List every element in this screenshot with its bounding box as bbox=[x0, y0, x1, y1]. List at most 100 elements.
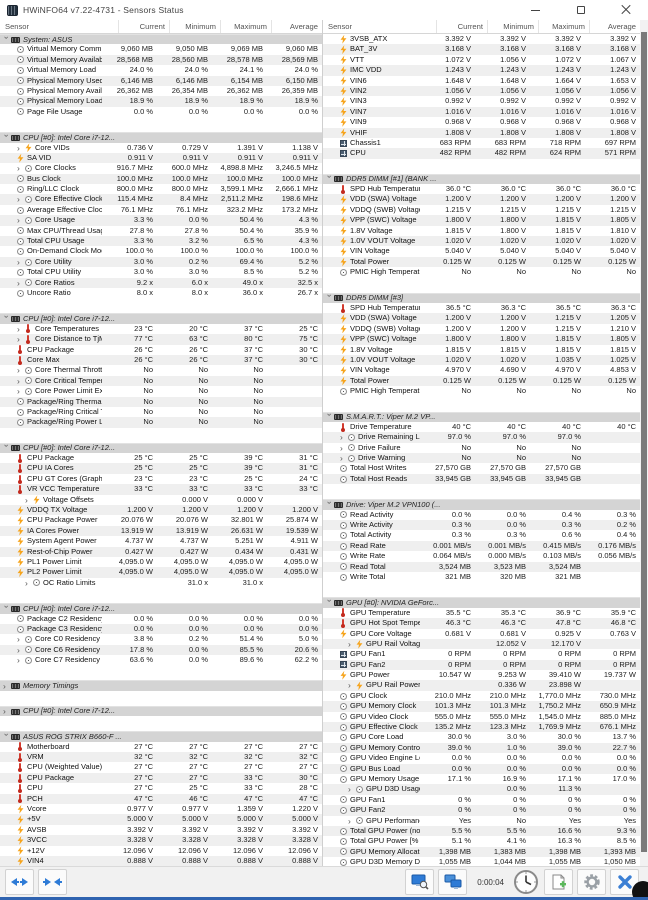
sensor-row[interactable]: › Core Ratios 9.2 x 6.0 x 49.0 x 32.5 x bbox=[0, 277, 322, 288]
sensor-group-header[interactable]: › CPU [#0]: Intel Core i7-12... bbox=[0, 442, 322, 454]
sensor-row[interactable]: Rest-of-Chip Power 0.427 W 0.427 W 0.434 W 0… bbox=[0, 546, 322, 557]
sensor-row[interactable]: Write Total 321 MB 320 MB 321 MB bbox=[323, 572, 640, 582]
chevron-right-icon[interactable]: › bbox=[340, 432, 343, 443]
sensor-row[interactable]: Physical Memory Load 18.9 % 18.9 % 18.9 % 18… bbox=[0, 96, 322, 107]
sensor-row[interactable]: VDD (SWA) Voltage 1.200 V 1.200 V 1.200 V 1.… bbox=[323, 194, 640, 205]
sensor-row[interactable]: Max CPU/Thread Usage 27.8 % 27.8 % 50.4 % 35… bbox=[0, 226, 322, 236]
sensor-row[interactable]: Virtual Memory Available 28,568 MB 28,560 … bbox=[0, 54, 322, 66]
chevron-right-icon[interactable]: › bbox=[17, 277, 20, 288]
sensor-row[interactable]: VIN4 0.888 V 0.888 V 0.888 V 0.888 V bbox=[0, 855, 322, 866]
sensor-row[interactable]: Read Activity 0.0 % 0.0 % 0.4 % 0.3 % bbox=[323, 510, 640, 520]
chevron-down-icon[interactable]: › bbox=[2, 732, 13, 736]
chevron-down-icon[interactable]: › bbox=[325, 175, 336, 179]
chevron-down-icon[interactable]: › bbox=[325, 599, 336, 602]
sensor-row[interactable]: VIN Voltage 5.040 V 5.040 V 5.040 V 5.040 V bbox=[323, 246, 640, 257]
chevron-right-icon[interactable]: › bbox=[3, 706, 6, 717]
sensor-row[interactable]: › Drive Remaining Life 97.0 % 97.0 % 97.0 % bbox=[323, 432, 640, 443]
sensor-row[interactable]: GPU Effective Clock 135.2 MHz 123.3 MHz 1,7… bbox=[323, 722, 640, 733]
sensor-row[interactable]: CPU 27 °C 25 °C 33 °C 28 °C bbox=[0, 783, 322, 793]
sensor-row[interactable]: Physical Memory Available 26,362 MB 26,354… bbox=[0, 86, 322, 96]
sensor-row[interactable]: Package C3 Residency 0.0 % 0.0 % 0.0 % 0.0 % bbox=[0, 623, 322, 635]
sensor-row[interactable]: › GPU Rail Powers 0.336 W 23.898 W bbox=[323, 680, 640, 691]
column-header-minimum[interactable]: Minimum bbox=[169, 20, 220, 33]
chevron-right-icon[interactable]: › bbox=[17, 375, 20, 386]
sensor-row[interactable]: › OC Ratio Limits 31.0 x 31.0 x bbox=[0, 578, 322, 588]
sensor-row[interactable]: GPU Core Voltage 0.681 V 0.681 V 0.925 V 0.7… bbox=[323, 629, 640, 639]
column-header-average[interactable]: Average bbox=[589, 20, 640, 33]
sensor-row[interactable]: Package/Ring Thermal Thr... No No No bbox=[0, 396, 322, 407]
sensor-row[interactable]: 1.8V Voltage 1.815 V 1.815 V 1.815 V 1.815 V bbox=[323, 345, 640, 355]
sensor-row[interactable]: GPU Fan2 0 % 0 % 0 % 0 % bbox=[323, 805, 640, 816]
sensor-row[interactable]: VDDQ (SWB) Voltage 1.215 V 1.215 V 1.215 V 1… bbox=[323, 205, 640, 215]
sensor-row[interactable]: Read Rate 0.001 MB/s 0.001 MB/s 0.415 MB/s 0… bbox=[323, 540, 640, 552]
chevron-right-icon[interactable]: › bbox=[348, 680, 351, 691]
close-sensors-button[interactable] bbox=[610, 869, 639, 895]
sensor-row[interactable]: Package/Ring Critical Tem... No No No bbox=[0, 407, 322, 417]
sensor-row[interactable]: +12V 12.096 V 12.096 V 12.096 V 12.096 V bbox=[0, 846, 322, 856]
column-header-sensor[interactable]: Sensor bbox=[5, 22, 30, 31]
sensor-row[interactable]: GPU Fan2 0 RPM 0 RPM 0 RPM 0 RPM bbox=[323, 659, 640, 671]
chevron-right-icon[interactable]: › bbox=[17, 256, 20, 267]
sensor-row[interactable]: PMIC High Temperature No No No No bbox=[323, 267, 640, 277]
sensor-row[interactable]: Bus Clock 100.0 MHz 100.0 MHz 100.0 MHz 100.… bbox=[0, 173, 322, 185]
sensor-row[interactable]: › GPU D3D Usages 0.0 % 11.3 % bbox=[323, 784, 640, 795]
column-header-current[interactable]: Current bbox=[118, 20, 169, 33]
column-header-current[interactable]: Current bbox=[436, 20, 487, 33]
sensor-group-header[interactable]: › DDR5 DIMM [#3] bbox=[323, 292, 640, 303]
chevron-down-icon[interactable]: › bbox=[325, 500, 336, 504]
chevron-right-icon[interactable]: › bbox=[340, 442, 343, 453]
sensor-row[interactable]: +5V 5.000 V 5.000 V 5.000 V 5.000 V bbox=[0, 814, 322, 825]
column-header-maximum[interactable]: Maximum bbox=[538, 20, 589, 33]
sensor-row[interactable]: Write Activity 0.3 % 0.0 % 0.3 % 0.2 % bbox=[323, 520, 640, 531]
chevron-right-icon[interactable]: › bbox=[17, 644, 20, 655]
sensor-row[interactable]: VPP (SWC) Voltage 1.800 V 1.800 V 1.815 V 1.… bbox=[323, 334, 640, 345]
sensor-group-header[interactable]: › DDR5 DIMM [#1] (BANK ... bbox=[323, 173, 640, 185]
sensor-row[interactable]: GPU D3D Memory D... 1,055 MB 1,044 MB 1,055… bbox=[323, 857, 640, 866]
sensor-row[interactable]: 3VSB_ATX 3.392 V 3.392 V 3.392 V 3.392 V bbox=[323, 34, 640, 44]
chevron-right-icon[interactable]: › bbox=[25, 494, 28, 505]
maximize-button[interactable] bbox=[558, 0, 603, 20]
column-header-sensor[interactable]: Sensor bbox=[328, 22, 353, 31]
sensor-row[interactable]: Uncore Ratio 8.0 x 8.0 x 36.0 x 26.7 x bbox=[0, 288, 322, 298]
collapse-panels-button[interactable] bbox=[38, 869, 67, 895]
sensor-row[interactable]: GPU Memory Allocated 1,398 MB 1,383 MB 1,39… bbox=[323, 846, 640, 858]
sensor-row[interactable]: › Core Thermal Throttling No No No bbox=[0, 365, 322, 375]
scrollbar-thumb[interactable] bbox=[641, 32, 647, 852]
sensor-row[interactable]: CPU IA Cores 25 °C 25 °C 39 °C 31 °C bbox=[0, 463, 322, 474]
sensor-row[interactable]: PMIC High Temperature No No No No bbox=[323, 386, 640, 396]
sensor-row[interactable]: GPU Power 10.547 W 9.253 W 39.410 W 19.737 W bbox=[323, 670, 640, 680]
sensor-row[interactable]: GPU Fan1 0 RPM 0 RPM 0 RPM 0 RPM bbox=[323, 649, 640, 659]
sensor-row[interactable]: VPP (SWC) Voltage 1.800 V 1.800 V 1.815 V 1.… bbox=[323, 215, 640, 226]
report-button[interactable] bbox=[544, 869, 573, 895]
sensor-row[interactable]: GPU Memory Clock 101.3 MHz 101.3 MHz 1,750.… bbox=[323, 701, 640, 712]
sensor-row[interactable]: VIN2 1.056 V 1.056 V 1.056 V 1.056 V bbox=[323, 85, 640, 97]
chevron-right-icon[interactable]: › bbox=[340, 453, 343, 464]
sensor-row[interactable]: VIN3 0.992 V 0.992 V 0.992 V 0.992 V bbox=[323, 96, 640, 107]
sensor-group-header[interactable]: › CPU [#0]: Intel Core i7-12... bbox=[0, 603, 322, 614]
sensor-row[interactable]: 1.8V Voltage 1.815 V 1.800 V 1.815 V 1.810 V bbox=[323, 226, 640, 236]
chevron-down-icon[interactable]: › bbox=[2, 133, 13, 137]
column-header-minimum[interactable]: Minimum bbox=[487, 20, 538, 33]
sensor-row[interactable]: Virtual Memory Load 24.0 % 24.0 % 24.1 % 24.… bbox=[0, 65, 322, 75]
settings-button[interactable] bbox=[577, 869, 606, 895]
sensor-row[interactable]: GPU Memory Usage 17.1 % 16.9 % 17.1 % 17.0 % bbox=[323, 774, 640, 784]
sensor-group-header[interactable]: › S.M.A.R.T.: Viper M.2 VP... bbox=[323, 411, 640, 422]
sensor-row[interactable]: PL1 Power Limit 4,095.0 W 4,095.0 W 4,095.0… bbox=[0, 557, 322, 567]
sensor-row[interactable]: Package C2 Residency 0.0 % 0.0 % 0.0 % 0.0 % bbox=[0, 614, 322, 624]
sensor-row[interactable]: Total CPU Utility 3.0 % 3.0 % 8.5 % 5.2 % bbox=[0, 267, 322, 277]
chevron-down-icon[interactable]: › bbox=[2, 444, 13, 448]
sensor-row[interactable]: IA Cores Power 13.919 W 13.919 W 26.631 W 19… bbox=[0, 525, 322, 537]
sensor-group-header[interactable]: › ASUS ROG STRIX B660-F ... bbox=[0, 731, 322, 742]
sensor-row[interactable]: GPU Fan1 0 % 0 % 0 % 0 % bbox=[323, 795, 640, 805]
sensor-row[interactable]: GPU Hot Spot Temperature 46.3 °C 46.3 °C 47… bbox=[323, 618, 640, 629]
vertical-scrollbar[interactable] bbox=[640, 20, 648, 866]
chevron-down-icon[interactable]: › bbox=[2, 315, 13, 318]
sensor-row[interactable]: › Core C7 Residency 63.6 % 0.0 % 89.6 % 62.2 … bbox=[0, 655, 322, 665]
sensor-row[interactable]: › Drive Failure No No No bbox=[323, 443, 640, 453]
sensor-row[interactable]: VTT 1.072 V 1.056 V 1.072 V 1.067 V bbox=[323, 55, 640, 65]
sensor-row[interactable]: CPU 482 RPM 482 RPM 624 RPM 571 RPM bbox=[323, 148, 640, 159]
sensor-row[interactable]: GPU Video Engine Load 0.0 % 0.0 % 0.0 % 0.0 … bbox=[323, 753, 640, 763]
sensor-row[interactable]: › Core VIDs 0.736 V 0.729 V 1.391 V 1.138 V bbox=[0, 143, 322, 153]
chevron-right-icon[interactable]: › bbox=[17, 323, 20, 334]
chevron-right-icon[interactable]: › bbox=[25, 577, 28, 588]
